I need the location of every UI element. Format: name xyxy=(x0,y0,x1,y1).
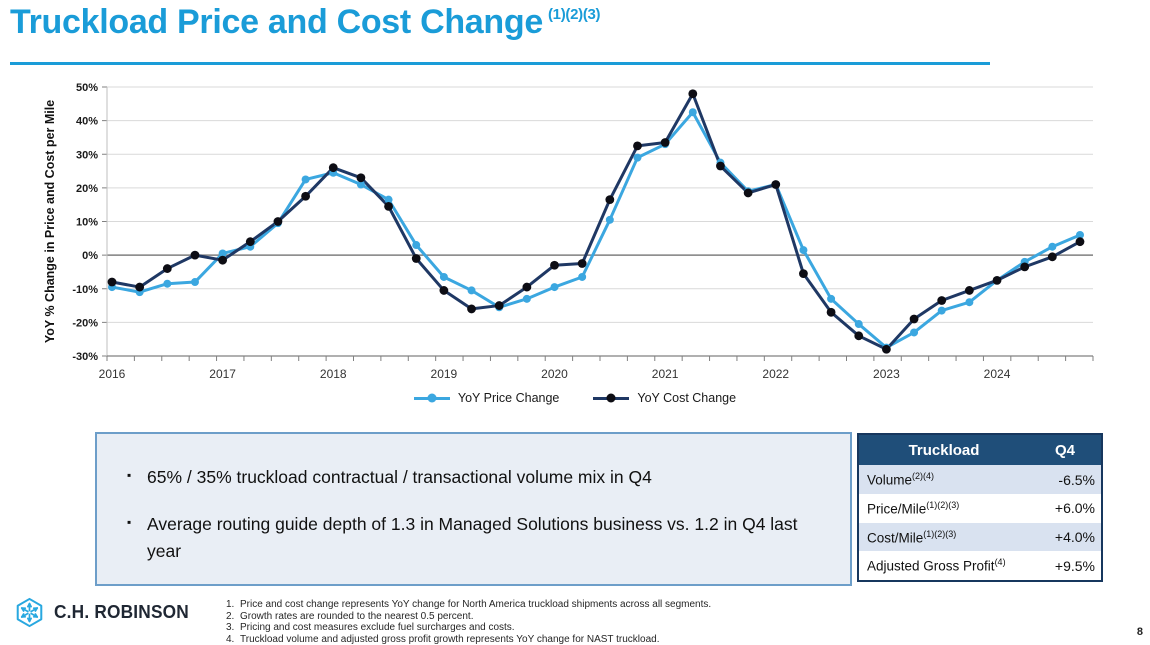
table-row-label: Price/Mile(1)(2)(3) xyxy=(859,500,1023,517)
summary-bullet-list: 65% / 35% truckload contractual / transa… xyxy=(97,434,850,564)
legend-item-price: YoY Price Change xyxy=(414,391,559,405)
table-header-q4: Q4 xyxy=(1029,442,1101,459)
truckload-price-cost-line-chart: -30% -20% -10% 0% 10% 20% 30% 40% 50% 2016 2017 201… xyxy=(40,76,1100,390)
legend-label-cost: YoY Cost Change xyxy=(637,391,736,405)
page-title-text: Truckload Price and Cost Change xyxy=(10,3,543,41)
table-row-value: -6.5% xyxy=(1023,472,1101,488)
svg-text:2020: 2020 xyxy=(541,367,568,381)
legend-item-cost: YoY Cost Change xyxy=(593,391,736,405)
svg-text:2017: 2017 xyxy=(209,367,236,381)
footnote-line: 1.Price and cost change represents YoY c… xyxy=(226,599,711,611)
svg-text:2022: 2022 xyxy=(762,367,789,381)
svg-text:YoY % Change in Price and Cost: YoY % Change in Price and Cost per Mile xyxy=(43,100,57,343)
truckload-q4-table: Truckload Q4 Volume(2)(4)-6.5%Price/Mile… xyxy=(857,433,1103,582)
summary-bullet: Average routing guide depth of 1.3 in Ma… xyxy=(127,511,824,564)
table-row-label: Cost/Mile(1)(2)(3) xyxy=(859,529,1023,546)
svg-text:2021: 2021 xyxy=(652,367,679,381)
page-title-superscript: (1)(2)(3) xyxy=(548,6,600,23)
company-logo-text: C.H. ROBINSON xyxy=(54,602,189,623)
table-row: Volume(2)(4)-6.5% xyxy=(859,465,1101,494)
svg-text:20%: 20% xyxy=(76,183,98,195)
svg-text:50%: 50% xyxy=(76,82,98,94)
title-divider xyxy=(10,62,990,65)
svg-text:-20%: -20% xyxy=(72,317,98,329)
table-header-truckload: Truckload xyxy=(859,442,1029,459)
svg-text:2023: 2023 xyxy=(873,367,900,381)
price-line-swatch-icon xyxy=(414,393,450,403)
footnotes: 1.Price and cost change represents YoY c… xyxy=(226,599,711,645)
table-header-row: Truckload Q4 xyxy=(859,435,1101,465)
svg-text:40%: 40% xyxy=(76,116,98,128)
page-title: Truckload Price and Cost Change (1)(2)(3) xyxy=(10,4,600,41)
chrobinson-hexagon-icon xyxy=(14,597,45,628)
svg-text:2019: 2019 xyxy=(431,367,458,381)
summary-bullet: 65% / 35% truckload contractual / transa… xyxy=(127,464,824,490)
svg-text:2016: 2016 xyxy=(99,367,126,381)
table-row: Cost/Mile(1)(2)(3)+4.0% xyxy=(859,523,1101,552)
chart-legend: YoY Price Change YoY Cost Change xyxy=(0,391,1150,405)
svg-text:10%: 10% xyxy=(76,217,98,229)
table-row-value: +9.5% xyxy=(1023,558,1101,574)
svg-text:30%: 30% xyxy=(76,149,98,161)
summary-box: 65% / 35% truckload contractual / transa… xyxy=(95,432,852,586)
table-row: Price/Mile(1)(2)(3)+6.0% xyxy=(859,494,1101,523)
page-number: 8 xyxy=(1137,626,1143,638)
legend-label-price: YoY Price Change xyxy=(458,391,559,405)
cost-line-swatch-icon xyxy=(593,393,629,403)
svg-text:0%: 0% xyxy=(82,250,98,262)
company-logo: C.H. ROBINSON xyxy=(14,597,195,628)
svg-text:2024: 2024 xyxy=(984,367,1011,381)
footnote-line: 3.Pricing and cost measures exclude fuel… xyxy=(226,622,711,634)
footnote-line: 4.Truckload volume and adjusted gross pr… xyxy=(226,634,711,645)
table-body: Volume(2)(4)-6.5%Price/Mile(1)(2)(3)+6.0… xyxy=(859,465,1101,580)
footnote-line: 2.Growth rates are rounded to the neares… xyxy=(226,611,711,623)
svg-text:2018: 2018 xyxy=(320,367,347,381)
svg-text:-10%: -10% xyxy=(72,284,98,296)
table-row-value: +4.0% xyxy=(1023,529,1101,545)
table-row-label: Adjusted Gross Profit(4) xyxy=(859,557,1023,574)
table-row-value: +6.0% xyxy=(1023,500,1101,516)
svg-text:-30%: -30% xyxy=(72,351,98,363)
table-row: Adjusted Gross Profit(4)+9.5% xyxy=(859,551,1101,580)
table-row-label: Volume(2)(4) xyxy=(859,471,1023,488)
